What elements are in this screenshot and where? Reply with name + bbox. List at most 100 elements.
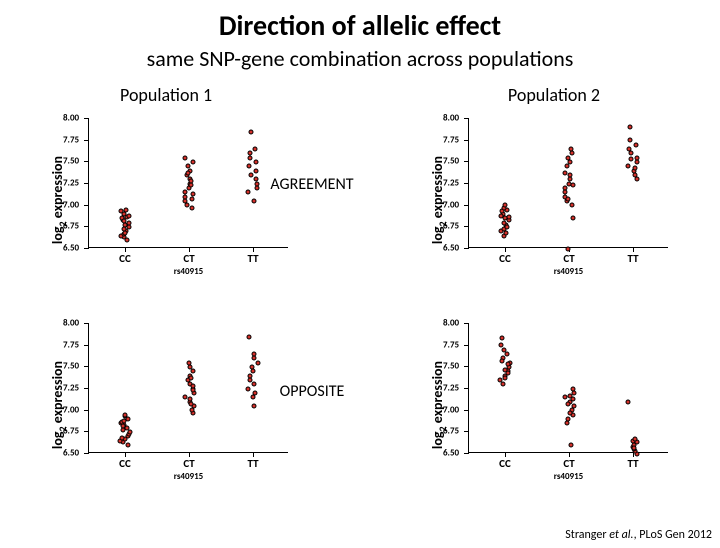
data-point [189,205,194,210]
data-point [632,445,637,450]
xtick-label: TT [627,457,638,470]
data-point [570,151,575,156]
ytick [464,410,469,411]
data-point [569,147,574,152]
ytick [84,410,89,411]
data-point [562,190,567,195]
ytick [464,118,469,119]
ytick [464,453,469,454]
data-point [182,155,187,160]
data-point [126,220,131,225]
data-point [122,231,127,236]
ytick-label: 8.00 [63,318,79,329]
ytick [84,345,89,346]
xlabel: rs40915 [554,471,584,482]
ytick [464,161,469,162]
ytick [464,226,469,227]
ytick [84,248,89,249]
ytick-label: 8.00 [443,318,459,329]
xlabel: rs40915 [554,266,584,277]
data-point [251,356,256,361]
data-point [568,410,573,415]
data-point [565,155,570,160]
data-point [125,443,130,448]
data-point [634,160,639,165]
ytick [464,323,469,324]
ytick [84,388,89,389]
data-point [126,213,131,218]
data-point [248,129,253,134]
data-point [505,362,510,367]
data-point [568,173,573,178]
data-point [190,408,195,413]
data-point [190,388,195,393]
data-point [122,418,127,423]
xtick-label: CC [499,457,511,470]
xtick-label: CC [119,252,131,265]
ytick-label: 7.50 [63,156,79,167]
data-point [182,190,187,195]
data-point [498,343,503,348]
data-point [633,166,638,171]
data-point [626,399,631,404]
panel-pop1-opposite: log2 expression 6.506.757.007.257.507.75… [60,315,290,495]
ytick-label: 8.00 [443,113,459,124]
pop1-label: Population 1 [120,84,212,106]
pop2-label: Population 2 [508,84,600,106]
ytick-label: 7.75 [63,339,79,350]
xtick-label: CT [183,252,194,265]
data-point [567,177,572,182]
ytick [464,388,469,389]
data-point [246,334,251,339]
data-point [248,155,253,160]
data-point [119,436,124,441]
data-point [504,352,509,357]
ytick [84,453,89,454]
data-point [635,177,640,182]
panel-pop2-agreement: log2 expression 6.506.757.007.257.507.75… [440,110,670,290]
ytick [84,161,89,162]
data-point [571,386,576,391]
data-point [571,404,576,409]
ytick-label: 7.50 [443,361,459,372]
ytick-label: 6.75 [443,221,459,232]
data-point [190,369,195,374]
ytick [84,366,89,367]
data-point [501,347,506,352]
data-point [189,402,194,407]
data-point [562,171,567,176]
data-point [121,218,126,223]
data-point [565,246,570,251]
data-point [506,214,511,219]
data-point [505,225,510,230]
data-point [249,365,254,370]
data-point [566,402,571,407]
data-point [188,365,193,370]
data-point [625,164,630,169]
data-point [252,199,257,204]
ytick-label: 7.25 [443,383,459,394]
scatter-plot: 6.506.757.007.257.507.758.00CCCTTTrs4091… [88,118,288,248]
ytick-label: 6.75 [443,426,459,437]
ytick [84,323,89,324]
data-point [628,125,633,130]
data-point [123,207,128,212]
ytick-label: 6.50 [443,243,459,254]
data-point [252,404,257,409]
chart-grid: AGREEMENT OPPOSITE log2 expression 6.506… [0,110,720,520]
data-point [503,231,508,236]
data-point [253,177,258,182]
population-labels: Population 1 Population 2 [0,84,720,106]
data-point [182,199,187,204]
subtitle: same SNP-gene combination across populat… [0,45,720,72]
data-point [498,213,503,218]
ytick-label: 7.50 [443,156,459,167]
xtick-label: CT [183,457,194,470]
data-point [570,183,575,188]
xtick-label: CT [563,252,574,265]
data-point [247,164,252,169]
ytick [464,366,469,367]
data-point [185,203,190,208]
data-point [253,147,258,152]
ytick [464,183,469,184]
